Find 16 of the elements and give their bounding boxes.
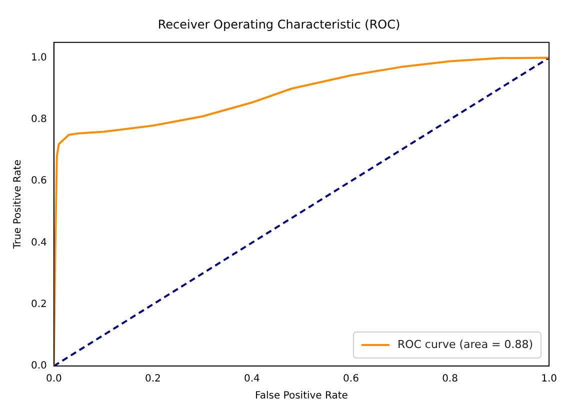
y-tick-label: 0.6 — [30, 176, 47, 187]
x-tick-label: 0.2 — [144, 374, 161, 385]
chart-title: Receiver Operating Characteristic (ROC) — [158, 17, 400, 32]
x-tick-label: 0.6 — [343, 374, 359, 385]
y-tick-label: 1.0 — [30, 52, 47, 64]
x-tick-label: 0.0 — [46, 374, 62, 385]
x-tick-label: 0.8 — [442, 374, 458, 385]
legend-label: ROC curve (area = 0.88) — [397, 338, 534, 351]
y-tick-label: 0.8 — [30, 114, 47, 126]
x-axis-title: False Positive Rate — [255, 390, 348, 402]
y-tick-label: 0.4 — [30, 237, 47, 248]
x-tick-label: 1.0 — [541, 374, 557, 385]
y-tick-label: 0.2 — [30, 298, 47, 310]
x-tick-label: 0.4 — [244, 374, 260, 385]
y-axis-title: True Positive Rate — [12, 160, 24, 250]
y-tick-label: 0.0 — [30, 360, 47, 372]
